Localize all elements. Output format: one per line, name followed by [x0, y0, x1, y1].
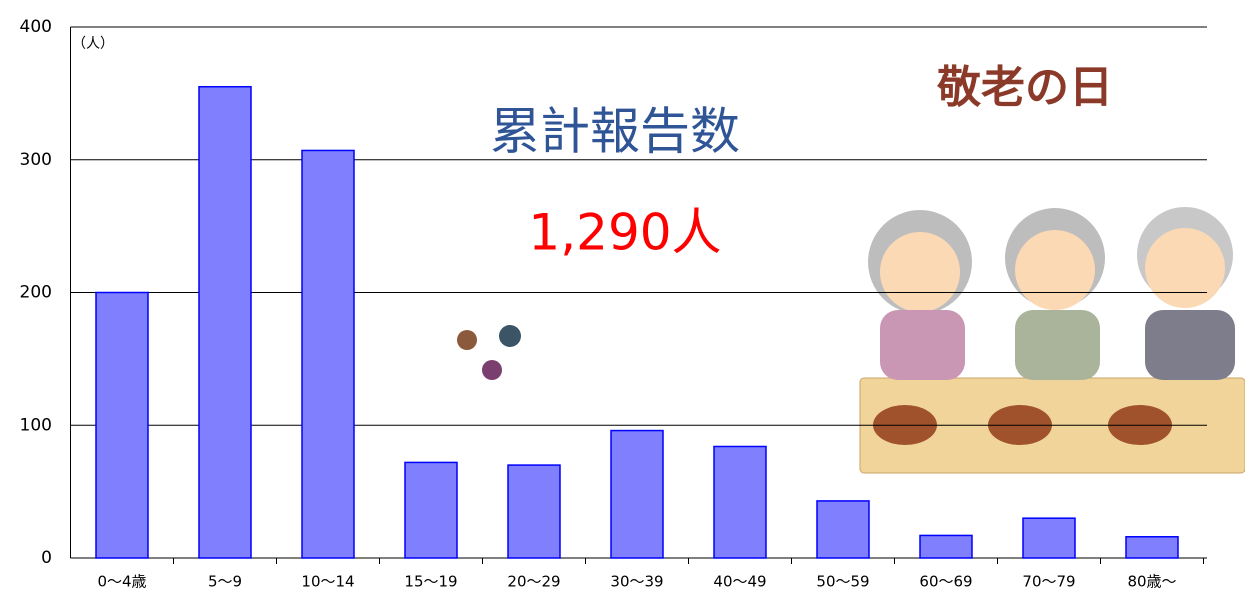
bar	[507, 464, 561, 559]
x-tick-label: 40〜49	[713, 573, 766, 591]
illustration-germs	[457, 325, 521, 380]
y-tick-label: 300	[20, 150, 52, 170]
bar	[713, 445, 767, 559]
bar	[198, 85, 252, 559]
y-tick-label: 100	[20, 415, 52, 435]
x-tick-label: 10〜14	[301, 573, 354, 591]
bar	[919, 534, 973, 559]
x-tick-label: 70〜79	[1022, 573, 1075, 591]
bar	[95, 291, 149, 559]
x-tick-label: 60〜69	[919, 573, 972, 591]
bar	[610, 429, 664, 559]
x-tick-label: 5〜9	[208, 573, 242, 591]
unit-label: （人）	[72, 36, 114, 52]
y-tick-label: 200	[20, 283, 52, 303]
bar	[816, 500, 870, 559]
x-tick-label: 80歳〜	[1127, 573, 1176, 591]
annotation-total: 1,290人	[528, 204, 721, 262]
bar	[1125, 536, 1179, 559]
x-tick-label: 50〜59	[816, 573, 869, 591]
illustration-elders	[859, 207, 1245, 474]
bar	[301, 149, 355, 559]
annotation-title: 累計報告数	[490, 103, 740, 161]
annotation-keiro: 敬老の日	[936, 62, 1113, 113]
y-tick-label: 400	[20, 17, 52, 37]
x-tick-label: 15〜19	[404, 573, 457, 591]
x-tick-label: 30〜39	[610, 573, 663, 591]
x-tick-label: 20〜29	[507, 573, 560, 591]
x-tick-label: 0〜4歳	[97, 573, 146, 591]
bar	[1022, 517, 1076, 559]
bar	[404, 461, 458, 559]
y-tick-label: 0	[41, 548, 52, 568]
